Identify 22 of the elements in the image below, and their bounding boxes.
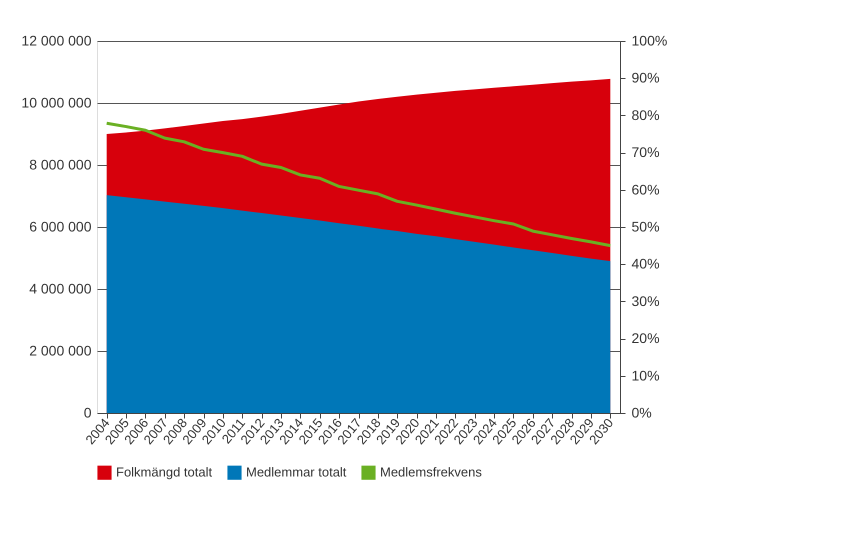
y2-tick-label: 20%: [632, 330, 660, 346]
y2-tick-label: 50%: [632, 218, 660, 234]
y-tick-label: 2 000 000: [29, 342, 92, 358]
y-tick-label: 10 000 000: [21, 94, 92, 110]
y2-tick-label: 90%: [632, 70, 660, 86]
y2-tick-label: 80%: [632, 106, 660, 123]
y-tick-label: 4 000 000: [29, 280, 92, 296]
y2-tick-label: 60%: [632, 181, 660, 198]
line-series: [105, 122, 612, 248]
y-tick-label: 12 000 000: [21, 32, 92, 48]
y-tick-label: 6 000 000: [29, 218, 92, 234]
legend-label: Medlemmar totalt: [246, 464, 347, 480]
y2-tick-label: 100%: [632, 32, 668, 48]
y2-tick-label: 10%: [632, 367, 660, 384]
legend-label: Folkmängd totalt: [116, 464, 212, 480]
y2-tick-label: 70%: [632, 144, 660, 160]
y-tick-label: 8 000 000: [29, 156, 92, 172]
y2-tick-label: 0%: [632, 404, 652, 420]
legend-label: Medlemsfrekvens: [380, 464, 482, 480]
y-tick-label: 0: [84, 404, 92, 420]
y2-tick-label: 40%: [632, 256, 660, 272]
y2-tick-label: 30%: [632, 292, 660, 309]
